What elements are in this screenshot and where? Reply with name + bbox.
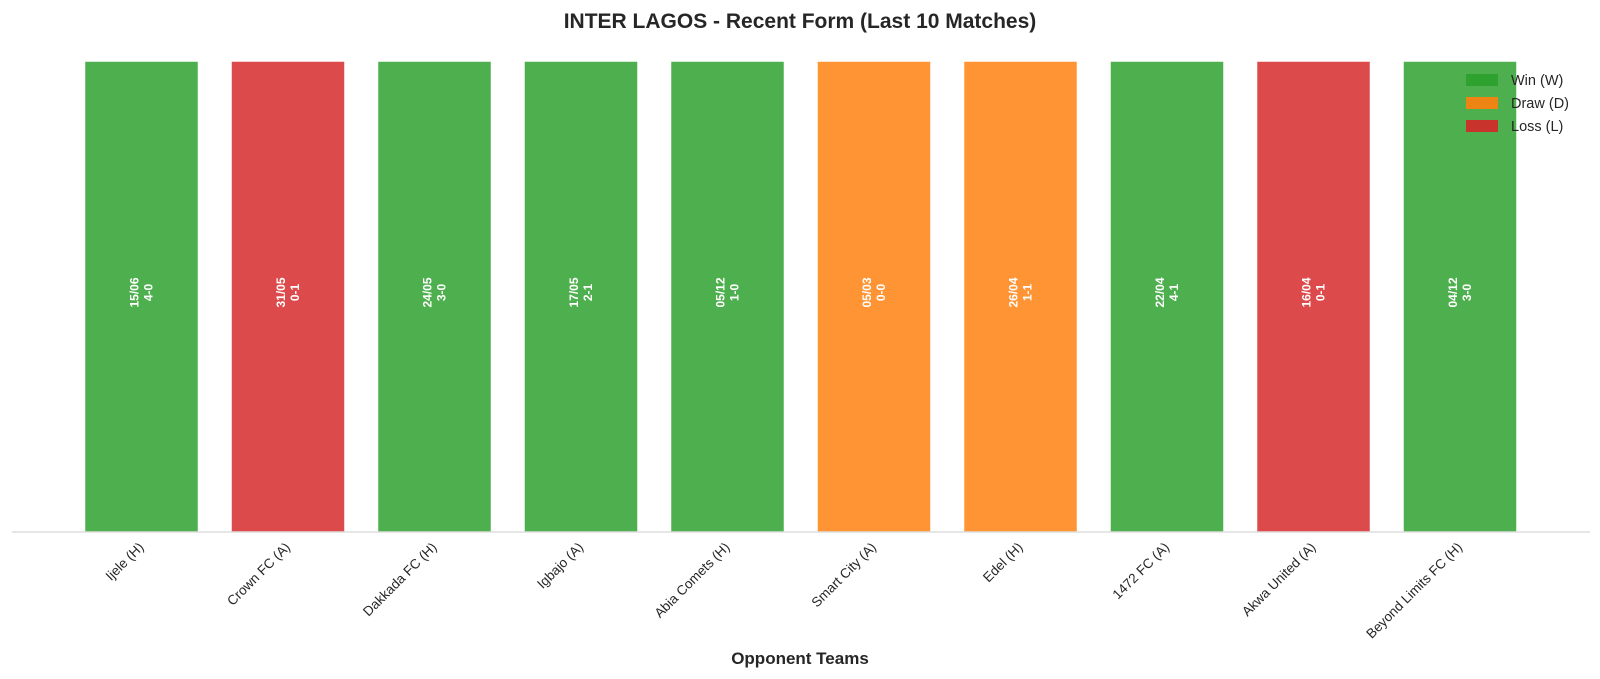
x-tick-label: Smart City (A): [809, 540, 880, 611]
bar-label-score: 3-0: [1460, 284, 1474, 302]
bar-label-date: 05/03: [860, 277, 874, 307]
x-tick-label: 1472 FC (A): [1110, 540, 1173, 603]
chart-title: INTER LAGOS - Recent Form (Last 10 Match…: [564, 10, 1037, 33]
bar-label-date: 22/04: [1153, 277, 1167, 307]
bar: [1109, 60, 1225, 533]
bar-label: 17/052-1: [567, 277, 595, 307]
legend-swatch: [1466, 74, 1498, 86]
legend-swatch: [1466, 97, 1498, 109]
bar-label-date: 15/06: [128, 277, 142, 307]
bar: [83, 60, 200, 533]
bar-label-score: 0-1: [1314, 284, 1328, 302]
bar: [523, 60, 639, 533]
bar-label-score: 1-1: [1021, 284, 1035, 302]
legend-label: Draw (D): [1511, 96, 1569, 112]
legend-label: Loss (L): [1511, 119, 1563, 135]
legend-swatch: [1466, 120, 1498, 132]
x-tick-label: Edel (H): [980, 540, 1026, 586]
legend: Win (W) Draw (D) Loss (L): [1466, 73, 1569, 135]
bar: [1402, 60, 1518, 533]
bar: [1255, 60, 1372, 533]
bar: [230, 60, 346, 533]
x-tick-label: Ijele (H): [103, 540, 147, 584]
bar-label: 16/040-1: [1300, 277, 1328, 307]
bar-label-score: 4-0: [142, 284, 156, 302]
bars-layer: 15/064-0 31/050-1 24/053-0 17/052-1 05/121-0…: [83, 60, 1518, 533]
bar-label-score: 1-0: [728, 284, 742, 302]
bar-label-score: 0-1: [288, 284, 302, 302]
bar-label: 05/121-0: [714, 277, 742, 307]
bar-label: 15/064-0: [128, 277, 156, 307]
bar-label-score: 4-1: [1167, 284, 1181, 302]
x-tick-label: Abia Comets (H): [651, 540, 732, 621]
bar-label-score: 2-1: [581, 284, 595, 302]
bar-label: 04/123-0: [1446, 277, 1474, 307]
bar: [376, 60, 493, 533]
x-tick-label: Igbajo (A): [534, 540, 586, 592]
bar-label-date: 17/05: [567, 277, 581, 307]
bar-label-date: 24/05: [421, 277, 435, 307]
bar-label-date: 04/12: [1446, 277, 1460, 307]
bar-label: 24/053-0: [421, 277, 449, 307]
bar: [669, 60, 786, 533]
bar-label: 05/030-0: [860, 277, 888, 307]
bar: [962, 60, 1079, 533]
x-tick-label: Akwa United (A): [1239, 540, 1319, 620]
bar-label-score: 0-0: [874, 284, 888, 302]
bar-label-date: 05/12: [714, 277, 728, 307]
x-tick-label: Beyond Limits FC (H): [1363, 540, 1465, 642]
x-tick-label: Crown FC (A): [224, 540, 293, 609]
bar-label: 26/041-1: [1007, 277, 1035, 307]
legend-label: Win (W): [1511, 73, 1563, 89]
bar-label: 22/044-1: [1153, 277, 1181, 307]
x-tick-labels: Ijele (H) Crown FC (A) Dakkada FC (H) Igbaj…: [103, 540, 1466, 642]
bar-label-date: 16/04: [1300, 277, 1314, 307]
x-tick-label: Dakkada FC (H): [360, 540, 440, 620]
bar-label-date: 26/04: [1007, 277, 1021, 307]
x-axis-label: Opponent Teams: [731, 649, 869, 668]
bar-label-score: 3-0: [435, 284, 449, 302]
bar-label-date: 31/05: [274, 277, 288, 307]
bar-label: 31/050-1: [274, 277, 302, 307]
bar: [816, 60, 932, 533]
